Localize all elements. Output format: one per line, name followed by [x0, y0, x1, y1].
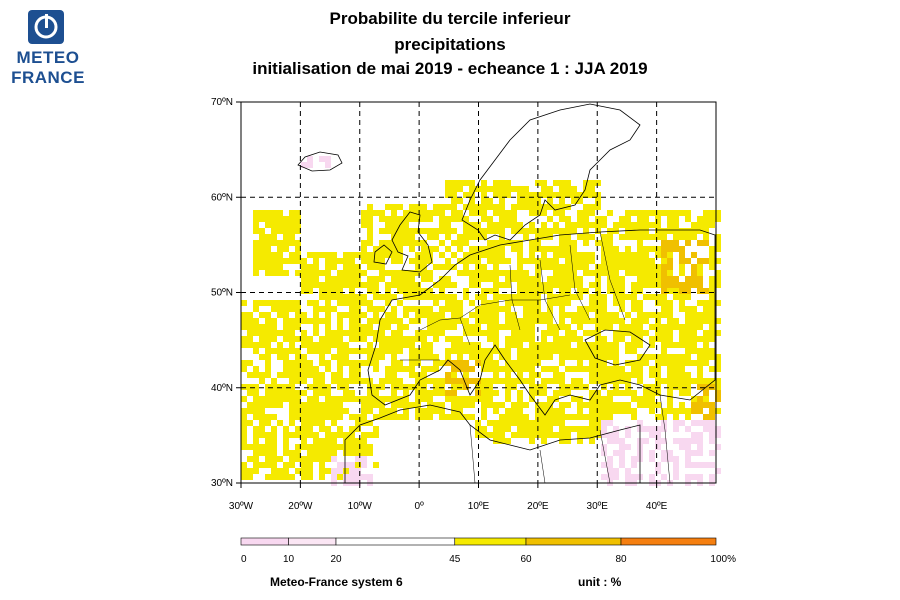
- colorbar: [240, 537, 717, 546]
- colorbar-bin: [335, 537, 456, 546]
- colorbar-tick-label: 20: [330, 554, 342, 565]
- longitude-label: 20ºW: [288, 501, 313, 512]
- map-title-line2: precipitations: [394, 35, 506, 54]
- colorbar-tick-label: 45: [449, 554, 461, 565]
- logo-emblem-icon: [28, 10, 64, 44]
- longitude-label: 20ºE: [527, 501, 549, 512]
- longitude-labels: 30ºW 20ºW 10ºW 0º 10ºE 20ºE 30ºE 40ºE: [229, 483, 668, 512]
- colorbar-bin: [240, 537, 289, 546]
- colorbar-tick-label: 60: [520, 554, 532, 565]
- longitude-label: 30ºE: [587, 501, 609, 512]
- colorbar-bin: [454, 537, 527, 546]
- map-title-line1: Probabilite du tercile inferieur: [329, 9, 571, 28]
- map-title-line3: initialisation de mai 2019 - echeance 1 …: [252, 59, 648, 78]
- latitude-label: 60ºN: [211, 192, 233, 203]
- graticule-grid: [241, 102, 716, 483]
- colorbar-labels: 0 10 20 45 60 80 100%: [241, 554, 736, 565]
- latitude-label: 50ºN: [211, 288, 233, 299]
- colorbar-tick-label: 10: [283, 554, 295, 565]
- coastlines: [297, 103, 716, 484]
- model-name: Meteo-France system 6: [270, 575, 403, 589]
- latitude-label: 70ºN: [211, 97, 233, 108]
- colorbar-bin: [525, 537, 622, 546]
- latitude-label: 30ºN: [211, 478, 233, 489]
- country-borders: [400, 231, 671, 484]
- colorbar-bin: [620, 537, 717, 546]
- longitude-label: 10ºW: [348, 501, 373, 512]
- longitude-label: 40ºE: [646, 501, 668, 512]
- latitude-label: 40ºN: [211, 383, 233, 394]
- probability-cells: [241, 156, 721, 486]
- colorbar-tick-label: 80: [615, 554, 627, 565]
- colorbar-tick-label: 0: [241, 554, 247, 565]
- colorbar-bin: [288, 537, 337, 546]
- latitude-labels: 30ºN 40ºN 50ºN 60ºN 70ºN: [211, 97, 241, 489]
- logo-text-meteo: METEO: [16, 48, 80, 67]
- colorbar-tick-label: 100%: [710, 554, 736, 565]
- longitude-label: 0º: [415, 501, 425, 512]
- logo-text-france: FRANCE: [11, 68, 85, 87]
- meteo-france-logo: METEO FRANCE: [8, 8, 88, 92]
- unit-label: unit : %: [578, 575, 622, 589]
- longitude-label: 30ºW: [229, 501, 254, 512]
- longitude-label: 10ºE: [468, 501, 490, 512]
